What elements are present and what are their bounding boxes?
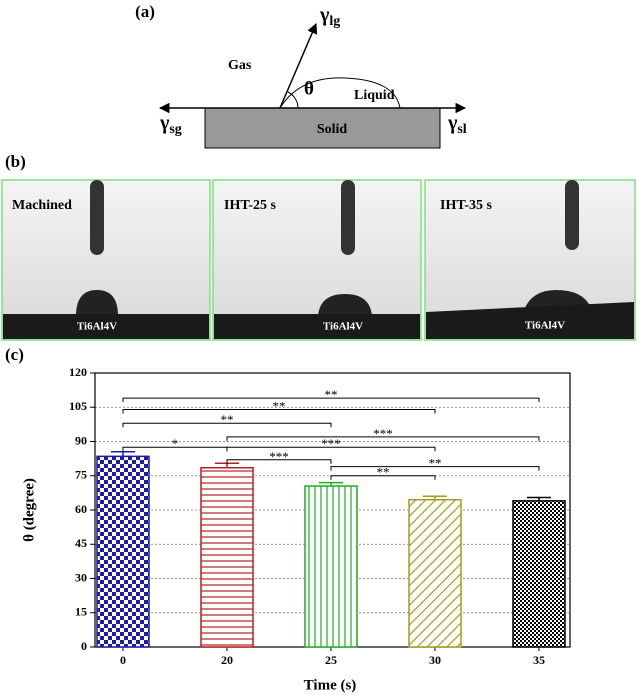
bar — [304, 485, 358, 648]
y-tick-label: 60 — [75, 502, 87, 516]
photo: IHT-35 s Ti6Al4V — [424, 179, 636, 341]
significance-bracket — [226, 436, 540, 441]
significance-bracket — [122, 409, 436, 414]
x-tick-label: 30 — [429, 653, 441, 667]
gas-label: Gas — [228, 58, 252, 73]
panel-label: (a) — [135, 2, 155, 21]
significance-label: *** — [269, 449, 289, 464]
angle-arc — [287, 91, 299, 109]
x-tick-label: 0 — [120, 653, 126, 667]
bar — [408, 498, 462, 648]
y-tick-label: 0 — [81, 639, 87, 653]
significance-bracket — [122, 397, 540, 403]
theta-label: θ — [304, 78, 314, 99]
subscript: sg — [169, 122, 181, 137]
photo-title: IHT-25 s — [224, 198, 277, 213]
significance-label: *** — [321, 436, 341, 451]
significance-bracket — [226, 446, 436, 452]
y-tick-label: 90 — [75, 433, 87, 447]
x-tick-label: 25 — [325, 653, 337, 667]
panel-b: (b) Machined Ti6Al4V IHT-25 s Ti6Al4V IH… — [1, 152, 636, 341]
significance-bracket — [330, 475, 436, 480]
y-tick-label: 120 — [69, 365, 87, 379]
liquid-label: Liquid — [354, 88, 395, 103]
symbol: γ — [447, 112, 458, 134]
gamma-lg: γlg — [319, 4, 340, 30]
y-tick-label: 15 — [75, 605, 87, 619]
droplet — [279, 77, 401, 109]
photo: Machined Ti6Al4V — [1, 179, 211, 341]
photo-title: IHT-35 s — [440, 198, 493, 213]
bar — [96, 455, 150, 648]
gamma-sl: γsl — [447, 112, 467, 138]
bar — [200, 467, 254, 648]
significance-label: ** — [325, 387, 338, 402]
photo: IHT-25 s Ti6Al4V — [212, 179, 422, 341]
significance-label: ** — [221, 412, 234, 427]
x-tick-label: 35 — [533, 653, 545, 667]
arrow-lg — [279, 23, 318, 109]
bar — [512, 500, 566, 648]
x-axis-title: Time (s) — [304, 677, 357, 693]
significance-label: ** — [429, 456, 442, 471]
y-tick-label: 105 — [69, 399, 87, 413]
y-tick-label: 30 — [75, 570, 87, 584]
solid-block — [204, 107, 441, 149]
significance-label: *** — [373, 426, 393, 441]
panel-label: (b) — [5, 152, 26, 171]
solid-label: Solid — [317, 122, 348, 137]
significance-label: ** — [273, 399, 286, 414]
photo-title: Machined — [12, 198, 72, 213]
panel-label: (c) — [5, 345, 24, 364]
x-tick-label: 20 — [221, 653, 233, 667]
symbol: γ — [319, 4, 330, 26]
symbol: γ — [159, 112, 170, 134]
significance-label: * — [172, 436, 179, 451]
substrate-label: Ti6Al4V — [323, 321, 363, 333]
significance-bracket — [122, 422, 332, 428]
panel-a: (a) γlg Gas θ Liquid γsg Solid γsl — [135, 2, 467, 149]
y-axis-title: θ (degree) — [21, 478, 37, 542]
y-tick-label: 75 — [75, 468, 87, 482]
significance-bracket — [330, 466, 540, 471]
substrate-label: Ti6Al4V — [525, 320, 565, 332]
y-tick-label: 45 — [75, 536, 87, 550]
subscript: sl — [457, 122, 466, 137]
subscript: lg — [329, 14, 340, 29]
substrate-label: Ti6Al4V — [77, 321, 117, 333]
significance-bracket — [226, 459, 332, 464]
bar-chart: (c) Time (s) θ (degree) 0 15 30 45 60 75 90 105… — [5, 345, 571, 693]
gamma-sg: γsg — [159, 112, 182, 138]
significance-label: ** — [377, 465, 390, 480]
